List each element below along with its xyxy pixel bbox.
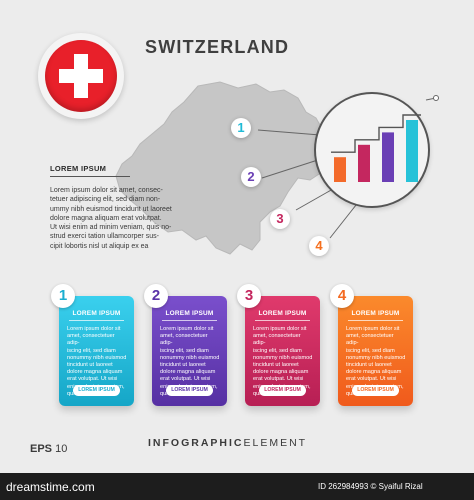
card-4-button[interactable]: LOREM IPSUM xyxy=(352,385,399,396)
card-2-button[interactable]: LOREM IPSUM xyxy=(166,385,213,396)
chart-bar-2 xyxy=(358,144,370,182)
brand-watermark: dreamstime.com xyxy=(6,480,95,494)
step-3-marker: 3 xyxy=(270,209,290,229)
card-3: 3 LOREM IPSUM Lorem ipsum dolor sit amet,… xyxy=(237,284,320,406)
bar-chart xyxy=(331,114,421,182)
lorem-paragraph: Lorem ipsum dolor sit amet, consec- tetu… xyxy=(50,187,172,250)
chart-bar-4 xyxy=(406,120,418,182)
step-2-number: 2 xyxy=(247,169,255,184)
card-1: 1 LOREM IPSUM Lorem ipsum dolor sit amet,… xyxy=(51,284,134,406)
card-3-button[interactable]: LOREM IPSUM xyxy=(259,385,306,396)
heading-underline xyxy=(50,176,130,177)
step-1-number: 1 xyxy=(237,120,245,135)
page-title: SWITZERLAND xyxy=(145,37,290,57)
swiss-flag-icon xyxy=(45,40,117,112)
lorem-heading: LOREM IPSUM xyxy=(50,164,107,173)
card-1-divider xyxy=(69,320,124,321)
card-4: 4 LOREM IPSUM Lorem ipsum dolor sit amet,… xyxy=(330,284,413,406)
image-id-credit: ID 262984993 © Syaiful Rizal xyxy=(318,482,423,491)
switzerland-map xyxy=(115,81,329,255)
step-3-number: 3 xyxy=(276,211,284,226)
step-1-marker: 1 xyxy=(231,118,251,138)
card-4-title: LOREM IPSUM xyxy=(351,310,400,317)
card-2: 2 LOREM IPSUM Lorem ipsum dolor sit amet,… xyxy=(144,284,227,406)
step-4-number: 4 xyxy=(315,238,323,253)
card-4-number: 4 xyxy=(330,284,354,308)
card-1-number: 1 xyxy=(51,284,75,308)
chart-trend-line xyxy=(331,114,421,153)
eps-label: EPS 10 xyxy=(30,443,68,455)
card-3-number: 3 xyxy=(237,284,261,308)
card-4-divider xyxy=(348,320,403,321)
step-4-marker: 4 xyxy=(309,236,329,256)
card-1-title: LOREM IPSUM xyxy=(72,310,121,317)
card-2-number: 2 xyxy=(144,284,168,308)
card-2-title: LOREM IPSUM xyxy=(165,310,214,317)
chart-bar-3 xyxy=(382,132,394,182)
step-2-marker: 2 xyxy=(241,167,261,187)
card-2-divider xyxy=(162,320,217,321)
infographic-element-label: INFOGRAPHICELEMENT xyxy=(148,437,308,449)
card-3-title: LOREM IPSUM xyxy=(258,310,307,317)
chart-bar-1 xyxy=(334,157,346,182)
card-3-divider xyxy=(255,320,310,321)
watermark-strip xyxy=(0,473,474,500)
card-1-button[interactable]: LOREM IPSUM xyxy=(73,385,120,396)
